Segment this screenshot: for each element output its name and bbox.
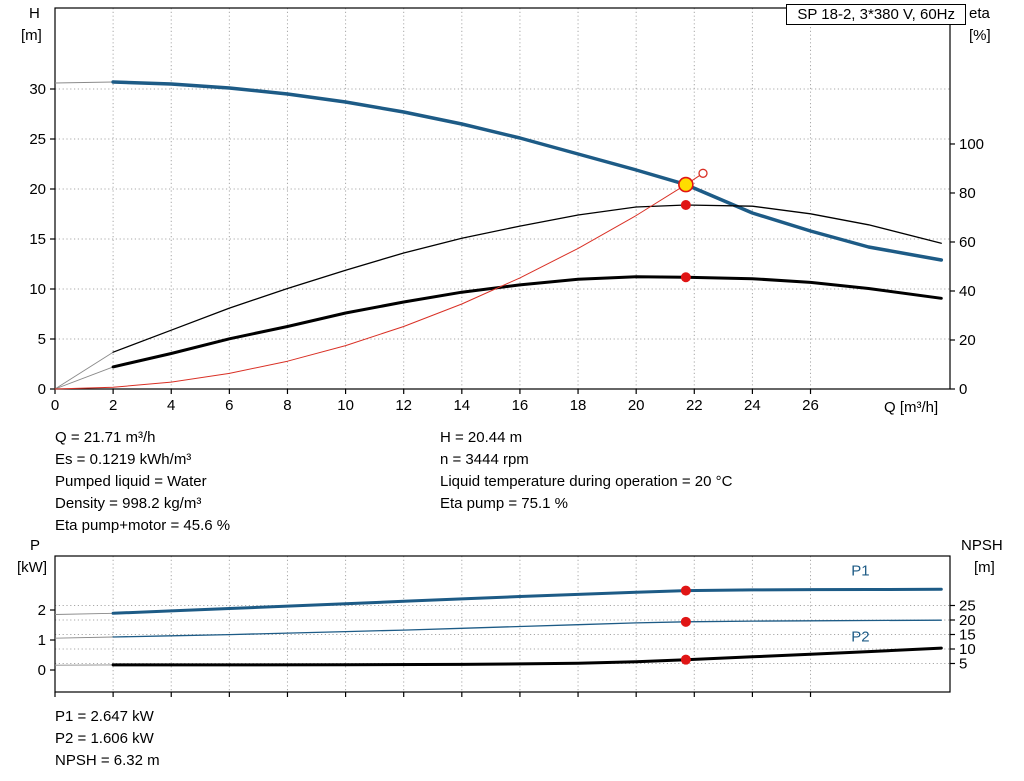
power-info: P1 = 2.647 kW P2 = 1.606 kW NPSH = 6.32 … bbox=[55, 706, 160, 772]
svg-text:22: 22 bbox=[686, 397, 703, 414]
eta-pump-motor-marker bbox=[680, 272, 691, 283]
head-curve-lead-line bbox=[54, 81, 114, 84]
eta-pump-motor-curve bbox=[111, 275, 943, 369]
svg-text:5: 5 bbox=[959, 655, 967, 672]
p-axis-unit: [kW] bbox=[17, 559, 47, 576]
power-npsh-frame bbox=[54, 555, 951, 693]
duty-info-right: H = 20.44 m n = 3444 rpm Liquid temperat… bbox=[440, 427, 732, 515]
power-npsh-grid bbox=[55, 556, 950, 692]
info-pumped-liquid: Pumped liquid = Water bbox=[55, 473, 207, 490]
pump-title-box: SP 18-2, 3*380 V, 60Hz bbox=[786, 4, 966, 25]
eta-pump-marker bbox=[680, 199, 691, 210]
info-liquid-temperature: Liquid temperature during operation = 20… bbox=[440, 473, 733, 490]
eta-axis-symbol: eta bbox=[969, 5, 990, 22]
duty-info-left: Q = 21.71 m³/h Es = 0.1219 kWh/m³ Pumped… bbox=[55, 427, 230, 537]
head-capacity-grid bbox=[55, 8, 950, 389]
svg-text:15: 15 bbox=[29, 231, 46, 248]
svg-text:25: 25 bbox=[29, 131, 46, 148]
svg-text:2: 2 bbox=[38, 602, 46, 619]
system-curve bbox=[54, 172, 704, 390]
p2-marker bbox=[680, 616, 691, 627]
svg-text:20: 20 bbox=[29, 181, 46, 198]
p1-marker bbox=[680, 585, 691, 596]
info-p2: P2 = 1.606 kW bbox=[55, 730, 154, 747]
head-capacity-frame bbox=[54, 7, 951, 390]
svg-text:0: 0 bbox=[38, 381, 46, 398]
svg-text:100: 100 bbox=[959, 136, 984, 153]
p1-curve bbox=[111, 587, 943, 615]
svg-text:60: 60 bbox=[959, 234, 976, 251]
p1-curve-label: P1 bbox=[851, 563, 869, 580]
svg-text:26: 26 bbox=[802, 397, 819, 414]
svg-text:4: 4 bbox=[167, 397, 175, 414]
eta-pump-curve bbox=[112, 204, 942, 353]
svg-text:18: 18 bbox=[570, 397, 587, 414]
npsh-curve bbox=[111, 646, 943, 667]
svg-text:30: 30 bbox=[29, 81, 46, 98]
info-eta-pump-motor: Eta pump+motor = 45.6 % bbox=[55, 517, 231, 534]
h-axis-symbol: H bbox=[29, 5, 40, 22]
info-specific-energy: Es = 0.1219 kWh/m³ bbox=[55, 451, 192, 468]
svg-text:1: 1 bbox=[38, 632, 46, 649]
svg-text:2: 2 bbox=[109, 397, 117, 414]
head-capacity-chart: 0 2 4 6 8 10 12 14 16 18 20 22 24 2605101520253002040… bbox=[29, 7, 984, 414]
svg-text:15: 15 bbox=[959, 626, 976, 643]
h-axis-unit: [m] bbox=[21, 27, 42, 44]
info-p1: P1 = 2.647 kW bbox=[55, 708, 154, 725]
head-capacity-ticks bbox=[50, 88, 955, 394]
svg-text:6: 6 bbox=[225, 397, 233, 414]
head-curve bbox=[111, 80, 944, 262]
npsh-axis-symbol: NPSH bbox=[961, 537, 1003, 554]
duty-point-marker bbox=[678, 176, 694, 193]
svg-text:0: 0 bbox=[959, 381, 967, 398]
svg-text:16: 16 bbox=[512, 397, 529, 414]
svg-text:12: 12 bbox=[395, 397, 412, 414]
info-npsh: NPSH = 6.32 m bbox=[55, 752, 160, 769]
p2-curve-label: P2 bbox=[851, 629, 869, 646]
info-speed: n = 3444 rpm bbox=[440, 451, 529, 468]
eta-pump-curve-lead-line bbox=[54, 351, 114, 390]
svg-text:25: 25 bbox=[959, 597, 976, 614]
info-eta-pump: Eta pump = 75.1 % bbox=[440, 495, 568, 512]
svg-text:8: 8 bbox=[283, 397, 291, 414]
q-axis-label: Q [m³/h] bbox=[884, 399, 939, 416]
svg-text:10: 10 bbox=[29, 281, 46, 298]
svg-text:10: 10 bbox=[337, 397, 354, 414]
svg-text:20: 20 bbox=[959, 332, 976, 349]
info-flow: Q = 21.71 m³/h bbox=[55, 429, 156, 446]
svg-text:0: 0 bbox=[38, 662, 46, 679]
npsh-marker bbox=[680, 654, 691, 665]
svg-text:80: 80 bbox=[959, 185, 976, 202]
p-axis-symbol: P bbox=[30, 537, 41, 554]
power-npsh-ticks bbox=[50, 604, 955, 697]
svg-text:0: 0 bbox=[51, 397, 59, 414]
svg-text:10: 10 bbox=[959, 641, 976, 658]
svg-text:20: 20 bbox=[959, 612, 976, 629]
npsh-axis-unit: [m] bbox=[974, 559, 995, 576]
svg-text:5: 5 bbox=[38, 331, 46, 348]
svg-text:14: 14 bbox=[453, 397, 470, 414]
eta-pump-motor-curve-lead-line bbox=[54, 366, 114, 390]
eta-axis-unit: [%] bbox=[969, 27, 991, 44]
svg-text:40: 40 bbox=[959, 283, 976, 300]
p2-curve-lead-line bbox=[54, 636, 114, 639]
system-curve-end-circle bbox=[698, 168, 708, 178]
info-density: Density = 998.2 kg/m³ bbox=[55, 495, 202, 512]
p1-curve-lead-line bbox=[54, 612, 114, 615]
svg-text:20: 20 bbox=[628, 397, 645, 414]
head-capacity-tick-labels: 0 2 4 6 8 10 12 14 16 18 20 22 24 2605101520253002040… bbox=[29, 81, 984, 414]
p2-curve bbox=[112, 619, 942, 638]
pump-title: SP 18-2, 3*380 V, 60Hz bbox=[797, 6, 955, 23]
info-head: H = 20.44 m bbox=[440, 429, 523, 446]
svg-text:24: 24 bbox=[744, 397, 761, 414]
